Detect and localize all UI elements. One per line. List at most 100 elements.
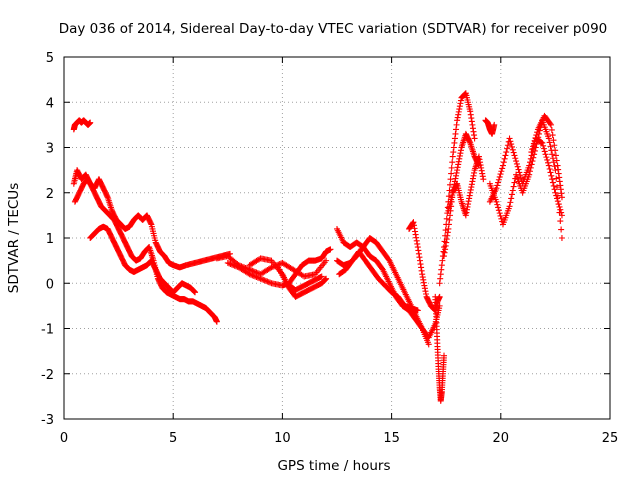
y-tick-labels: -3 -2 -1 0 1 2 3 4 5	[41, 51, 54, 428]
data-point	[547, 120, 554, 127]
data-point	[508, 195, 515, 202]
data-point	[531, 137, 538, 144]
data-point	[516, 169, 523, 176]
data-point	[508, 191, 515, 198]
data-point	[508, 141, 515, 148]
data-point	[549, 179, 556, 186]
data-point	[508, 143, 515, 150]
data-point	[252, 273, 259, 280]
data-point	[550, 137, 557, 144]
data-point	[515, 166, 522, 173]
data-point	[499, 162, 506, 169]
data-point	[258, 276, 265, 283]
data-point	[517, 172, 524, 179]
data-point	[510, 183, 517, 190]
data-point	[538, 139, 545, 146]
series-sat-c	[71, 176, 220, 325]
data-point	[227, 261, 234, 268]
data-point	[213, 318, 220, 325]
data-point	[268, 264, 275, 271]
data-point	[495, 176, 502, 183]
data-point	[513, 160, 520, 167]
data-point	[509, 187, 516, 194]
data-point	[549, 155, 556, 162]
data-point	[501, 155, 508, 162]
data-point	[480, 176, 487, 183]
data-point	[552, 152, 559, 159]
data-point	[192, 289, 199, 296]
grid-lines	[64, 57, 610, 419]
data-point	[504, 142, 511, 149]
data-point	[494, 182, 501, 189]
data-point	[493, 198, 500, 205]
data-point	[267, 279, 274, 286]
data-point	[443, 215, 450, 222]
series-sat-k	[336, 248, 421, 314]
data-point	[246, 271, 253, 278]
data-point	[540, 142, 547, 149]
data-point	[441, 352, 448, 359]
data-point	[547, 169, 554, 176]
data-point	[549, 151, 556, 158]
y-tick-label: 5	[46, 51, 54, 66]
data-point	[261, 277, 268, 284]
data-point	[495, 204, 502, 211]
data-point	[507, 199, 514, 206]
data-point	[510, 149, 517, 156]
data-point	[447, 181, 454, 188]
data-point	[545, 162, 552, 169]
y-tick-label: 0	[46, 277, 54, 292]
data-point	[253, 274, 260, 281]
y-tick-label: -2	[41, 368, 54, 383]
data-point	[317, 274, 324, 281]
data-point	[558, 194, 565, 201]
data-point	[554, 195, 561, 202]
data-point	[234, 263, 241, 270]
y-axis-label: SDTVAR / TECUs	[6, 183, 22, 293]
data-point	[514, 163, 521, 170]
data-point	[228, 261, 235, 268]
data-point	[323, 257, 330, 264]
y-tick-label: -1	[41, 323, 54, 338]
series-sat-m	[432, 293, 448, 404]
axis-ticks	[63, 56, 611, 420]
x-tick-label: 0	[60, 431, 68, 446]
data-point	[449, 159, 456, 166]
data-point	[528, 149, 535, 156]
x-tick-label: 25	[602, 431, 619, 446]
data-point	[527, 155, 534, 162]
data-points	[70, 90, 565, 404]
data-point	[512, 155, 519, 162]
data-point	[248, 271, 255, 278]
data-point	[552, 167, 559, 174]
data-point	[448, 164, 455, 171]
y-tick-label: 4	[46, 96, 54, 111]
data-point	[263, 277, 270, 284]
data-point	[555, 201, 562, 208]
data-point	[552, 189, 559, 196]
data-point	[495, 207, 502, 214]
data-point	[526, 162, 533, 169]
data-point	[542, 151, 549, 158]
series-sat-e	[213, 253, 330, 280]
data-point	[518, 175, 525, 182]
data-point	[498, 215, 505, 222]
data-point	[497, 171, 504, 178]
data-point	[546, 139, 553, 146]
data-point	[509, 146, 516, 153]
data-point	[530, 140, 537, 147]
x-tick-labels: 0 5 10 15 20 25	[60, 431, 618, 446]
data-point	[558, 235, 565, 241]
data-point	[533, 132, 540, 139]
series-sat-b	[70, 167, 233, 271]
data-point	[551, 186, 558, 193]
data-point	[558, 212, 565, 219]
data-point	[529, 146, 536, 153]
data-point	[260, 276, 267, 283]
data-point	[544, 156, 551, 163]
data-point	[543, 154, 550, 161]
chart-title: Day 036 of 2014, Sidereal Day-to-day VTE…	[59, 21, 608, 37]
data-point	[323, 275, 330, 282]
data-point	[245, 270, 252, 277]
data-point	[546, 165, 553, 172]
